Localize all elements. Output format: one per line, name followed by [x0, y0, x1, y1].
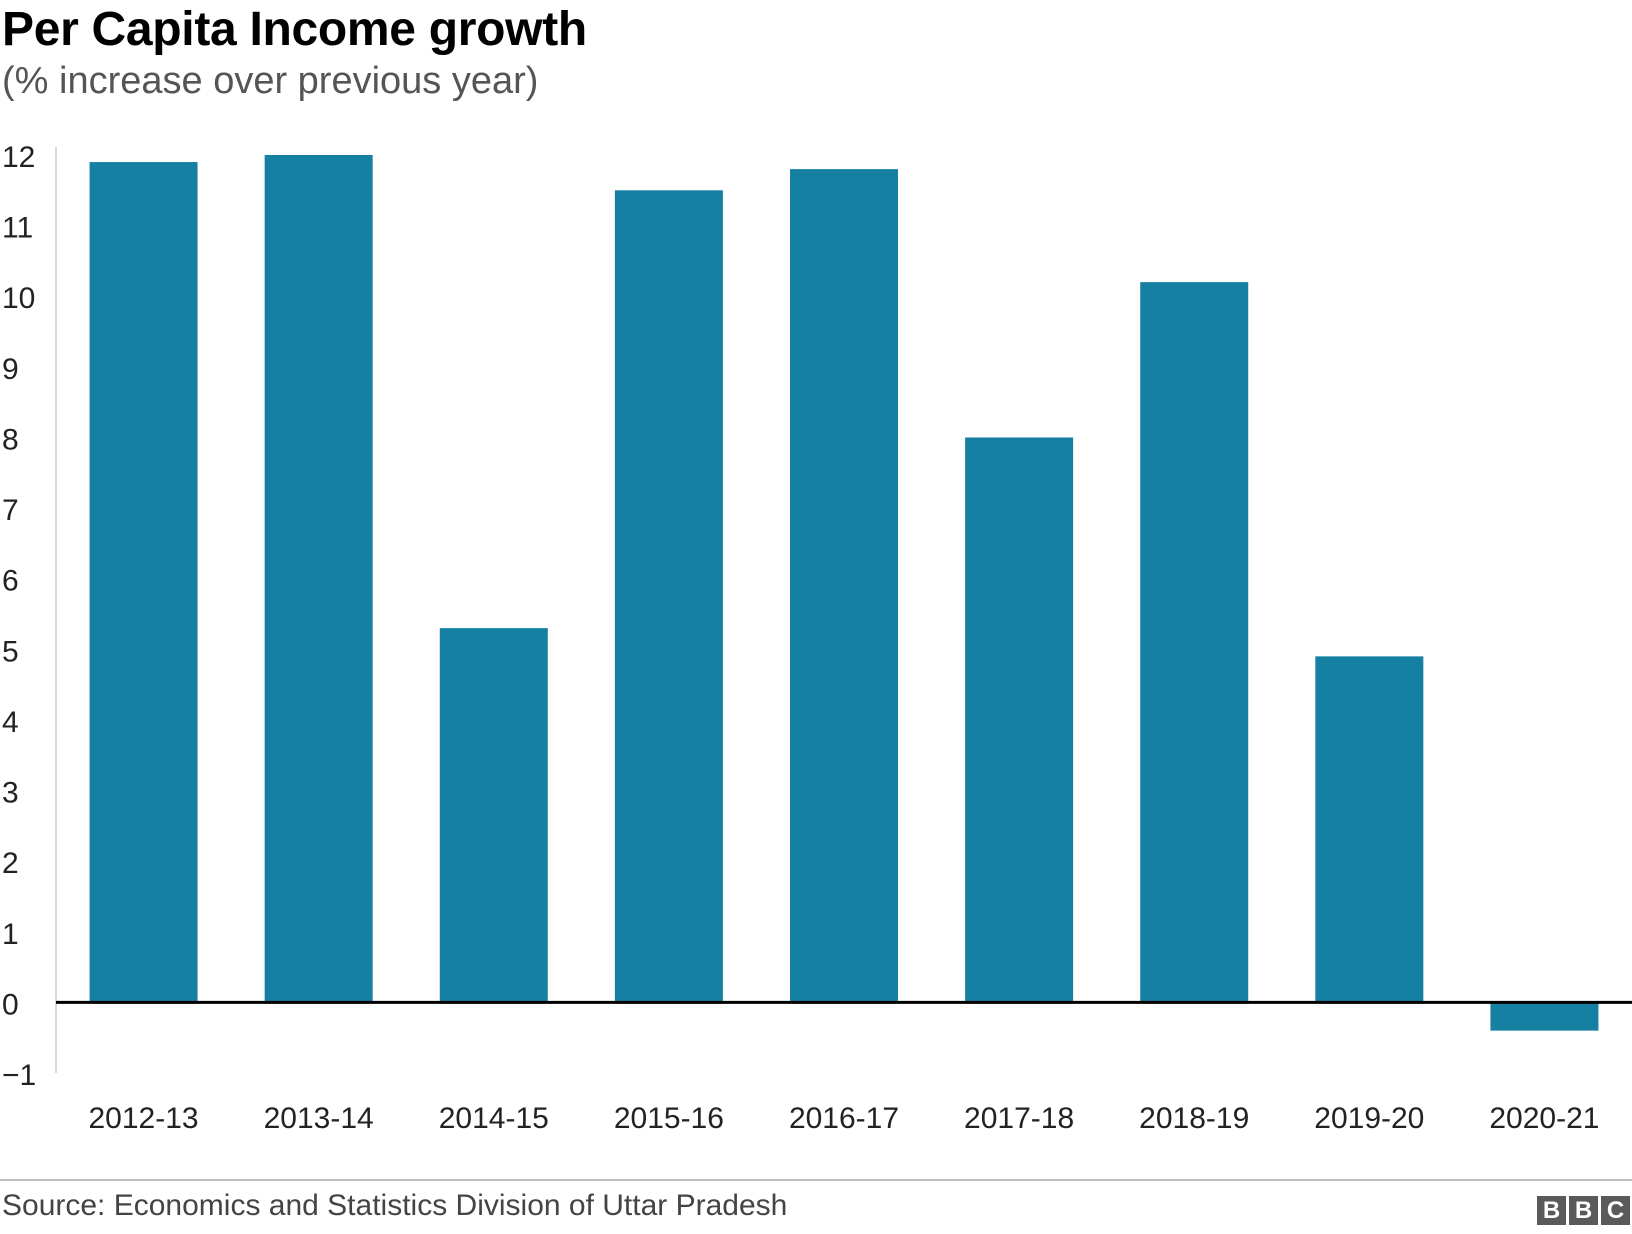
y-tick-label: 12	[2, 141, 35, 174]
x-tick-label: 2016-17	[789, 1102, 899, 1135]
y-tick-label: 1	[2, 918, 19, 951]
y-tick-label: 6	[2, 565, 19, 598]
y-tick-label: 4	[2, 706, 19, 739]
bar-2020-21	[1490, 1002, 1598, 1030]
y-tick-label: 8	[2, 423, 19, 456]
bar-2016-17	[790, 169, 898, 1002]
bar-2014-15	[440, 628, 548, 1002]
x-tick-label: 2020-21	[1489, 1102, 1599, 1135]
x-tick-label: 2017-18	[964, 1102, 1074, 1135]
y-tick-label: 11	[2, 212, 33, 245]
bbc-logo: B B C	[1537, 1196, 1630, 1225]
x-tick-label: 2012-13	[89, 1102, 199, 1135]
footer-divider	[0, 1179, 1632, 1181]
y-tick-label: 3	[2, 777, 19, 810]
y-tick-label: 7	[2, 494, 19, 527]
y-tick-label: −1	[2, 1059, 36, 1092]
bar-2013-14	[265, 155, 373, 1002]
bar-2012-13	[90, 162, 198, 1002]
source-note: Source: Economics and Statistics Divisio…	[2, 1189, 787, 1223]
bbc-logo-letter-b2: B	[1569, 1196, 1598, 1225]
y-tick-label: 0	[2, 988, 19, 1021]
y-tick-label: 10	[2, 282, 35, 315]
x-tick-label: 2018-19	[1139, 1102, 1249, 1135]
y-tick-label: 9	[2, 353, 19, 386]
x-tick-label: 2014-15	[439, 1102, 549, 1135]
bar-2019-20	[1315, 656, 1423, 1002]
bar-2018-19	[1140, 282, 1248, 1002]
x-tick-label: 2019-20	[1314, 1102, 1424, 1135]
x-tick-label: 2015-16	[614, 1102, 724, 1135]
bar-2017-18	[965, 437, 1073, 1002]
bbc-logo-letter-b1: B	[1537, 1196, 1566, 1225]
y-tick-label: 5	[2, 635, 19, 668]
bar-2015-16	[615, 190, 723, 1002]
y-tick-label: 2	[2, 847, 19, 880]
bbc-logo-letter-c: C	[1601, 1196, 1630, 1225]
x-tick-label: 2013-14	[264, 1102, 374, 1135]
